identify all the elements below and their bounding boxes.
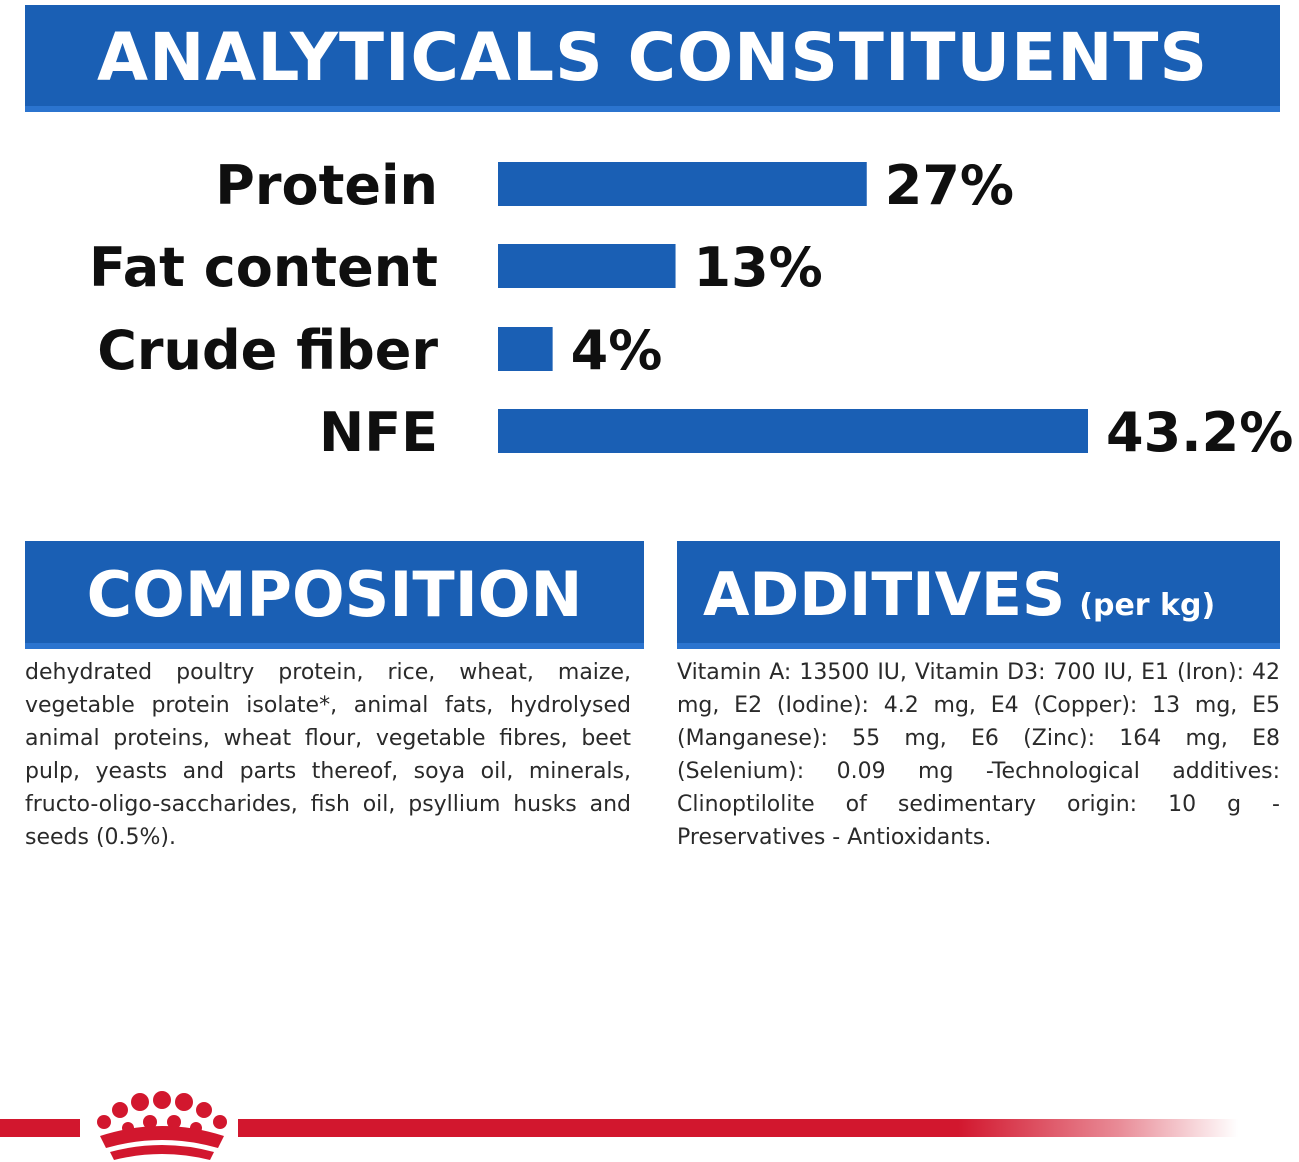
category-label-nfe: NFE [319,401,438,464]
royal-canin-crown-icon [97,1091,227,1160]
bar-crude-fiber [498,327,553,371]
additives-title: ADDITIVES [703,560,1066,630]
additives-unit: (per kg) [1079,588,1216,623]
brand-stripe-right [238,1119,1238,1137]
bar-fat-content [498,244,676,288]
additives-text: Vitamin A: 13500 IU, Vitamin D3: 700 IU,… [677,660,1280,850]
bar-nfe [498,409,1088,453]
composition-banner: COMPOSITION [25,541,644,649]
bar-protein [498,162,867,206]
value-label-nfe: 43.2% [1106,401,1293,464]
category-label-fat-content: Fat content [89,236,438,299]
additives-banner: ADDITIVES (per kg) [677,541,1280,649]
category-label-protein: Protein [215,154,438,217]
value-label-fat-content: 13% [694,236,823,299]
value-label-crude-fiber: 4% [571,319,663,382]
category-label-crude-fiber: Crude fiber [97,319,438,382]
composition-text: dehydrated poultry protein, rice, wheat,… [25,660,631,850]
value-label-protein: 27% [885,154,1014,217]
brand-stripe-left [0,1119,80,1137]
analytical-constituents-banner: ANALYTICALS CONSTITUENTS [25,5,1280,112]
